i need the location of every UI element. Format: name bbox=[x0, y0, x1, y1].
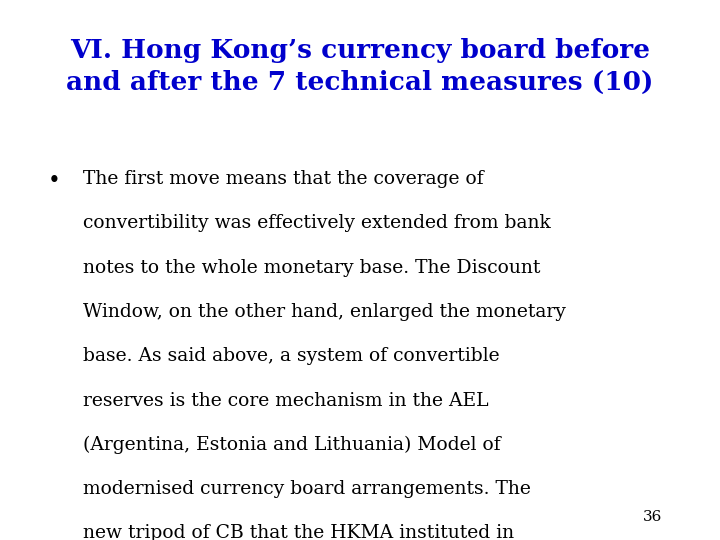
Text: modernised currency board arrangements. The: modernised currency board arrangements. … bbox=[83, 480, 531, 498]
Text: Window, on the other hand, enlarged the monetary: Window, on the other hand, enlarged the … bbox=[83, 303, 566, 321]
Text: convertibility was effectively extended from bank: convertibility was effectively extended … bbox=[83, 214, 551, 232]
Text: base. As said above, a system of convertible: base. As said above, a system of convert… bbox=[83, 347, 500, 365]
Text: reserves is the core mechanism in the AEL: reserves is the core mechanism in the AE… bbox=[83, 392, 488, 409]
Text: notes to the whole monetary base. The Discount: notes to the whole monetary base. The Di… bbox=[83, 259, 540, 276]
Text: VI. Hong Kong’s currency board before
and after the 7 technical measures (10): VI. Hong Kong’s currency board before an… bbox=[66, 38, 654, 95]
Text: The first move means that the coverage of: The first move means that the coverage o… bbox=[83, 170, 483, 188]
Text: •: • bbox=[48, 170, 60, 192]
Text: new tripod of CB that the HKMA instituted in: new tripod of CB that the HKMA institute… bbox=[83, 524, 514, 540]
Text: (Argentina, Estonia and Lithuania) Model of: (Argentina, Estonia and Lithuania) Model… bbox=[83, 436, 500, 454]
Text: 36: 36 bbox=[643, 510, 662, 524]
